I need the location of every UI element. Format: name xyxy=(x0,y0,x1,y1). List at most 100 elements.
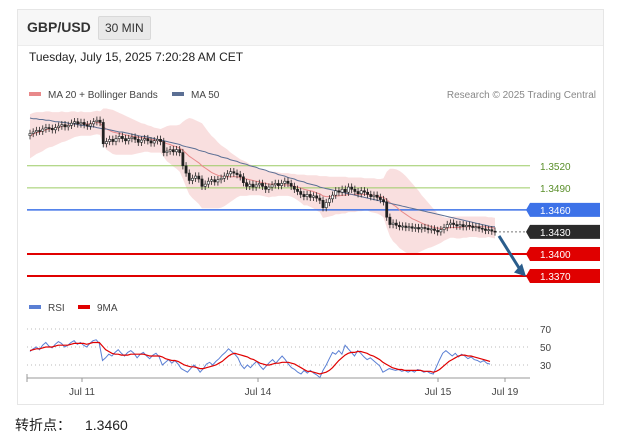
candle-body xyxy=(493,230,497,233)
candle-body xyxy=(375,194,379,198)
candle-body xyxy=(292,186,296,190)
candle-body xyxy=(318,197,322,201)
candle-body xyxy=(302,194,306,197)
level-tag-1-3370 xyxy=(526,268,600,283)
candle-body xyxy=(261,183,264,187)
candle-body xyxy=(226,173,229,177)
candle-body xyxy=(257,183,261,186)
candle-body xyxy=(449,222,452,225)
candle-body xyxy=(484,228,487,231)
candle-body xyxy=(216,179,220,183)
candle-body xyxy=(28,133,32,136)
candle-body xyxy=(238,174,242,178)
candle-body xyxy=(82,122,86,125)
candle-body xyxy=(54,127,57,131)
candle-body xyxy=(283,180,287,184)
candle-body xyxy=(203,183,207,187)
rsi-level-label-50: 50 xyxy=(540,343,552,354)
candle-body xyxy=(73,121,76,124)
legend-label-ma20: MA 20 + Bollinger Bands xyxy=(48,90,158,101)
candle-body xyxy=(152,140,156,144)
candle-body xyxy=(308,194,312,198)
candle-body xyxy=(426,227,430,230)
forecast-arrow-head xyxy=(514,263,526,277)
candle-body xyxy=(480,227,484,230)
candle-body xyxy=(315,195,319,199)
legend-label-9ma: 9MA xyxy=(97,303,118,314)
candle-body xyxy=(34,130,38,133)
candle-body xyxy=(98,119,102,123)
timeframe-button[interactable]: 30 MIN xyxy=(98,16,151,40)
candle-body xyxy=(334,190,338,196)
candle-body xyxy=(219,177,223,181)
candle-body xyxy=(388,216,392,225)
level-label-1-3370: 1.3370 xyxy=(540,272,571,283)
candle-body xyxy=(213,179,217,183)
pivot-label: 转折点： xyxy=(15,418,71,434)
candle-body xyxy=(251,183,255,188)
level-label-1-3400: 1.3400 xyxy=(540,250,571,261)
candle-body xyxy=(264,186,268,190)
candle-body xyxy=(267,186,271,190)
candle-body xyxy=(280,183,284,186)
candle-body xyxy=(477,226,481,229)
candle-body xyxy=(296,188,299,192)
candle-body xyxy=(273,183,277,186)
candle-body xyxy=(127,138,131,142)
x-tick-label: Jul 11 xyxy=(69,387,95,398)
forecast-arrow-shaft xyxy=(497,235,522,271)
candle-body xyxy=(270,184,274,188)
x-tick-label: Jul 19 xyxy=(492,387,519,398)
candle-body xyxy=(445,224,449,228)
candle-body xyxy=(423,227,427,229)
copyright-text: Research © 2025 Trading Central xyxy=(447,90,596,101)
candle-body xyxy=(232,171,236,174)
candle-body xyxy=(452,222,455,225)
candle-body xyxy=(159,139,162,142)
candle-body xyxy=(146,138,150,142)
candle-body xyxy=(168,149,172,152)
candle-body xyxy=(442,227,446,230)
candle-body xyxy=(455,224,459,227)
candle-body xyxy=(175,149,178,153)
rsi-9ma-line xyxy=(29,341,491,375)
candle-body xyxy=(474,226,478,229)
candle-body xyxy=(171,149,175,153)
candle-body xyxy=(222,175,226,179)
candle-body xyxy=(140,139,143,143)
candle-body xyxy=(241,176,245,183)
candle-body xyxy=(398,224,401,228)
candle-body xyxy=(120,136,124,139)
candle-body xyxy=(229,171,233,175)
candle-body xyxy=(394,222,398,226)
candle-body xyxy=(382,199,385,203)
candle-body xyxy=(391,222,395,225)
x-tick-label: Jul 14 xyxy=(245,387,272,398)
level-tag-1-3430 xyxy=(526,224,600,239)
candle-body xyxy=(60,124,64,127)
candle-body xyxy=(111,139,115,142)
candle-body xyxy=(378,197,382,200)
candle-body xyxy=(429,228,433,231)
candle-body xyxy=(44,127,48,130)
candle-body xyxy=(461,224,465,228)
candle-body xyxy=(324,202,328,208)
candle-body xyxy=(105,141,108,145)
symbol-title: GBP/USD xyxy=(27,19,91,35)
candle-body xyxy=(235,172,239,175)
rsi-level-label-70: 70 xyxy=(540,325,552,336)
candle-body xyxy=(359,190,363,194)
rsi-line xyxy=(29,339,491,379)
timestamp: Tuesday, July 15, 2025 7:20:28 AM CET xyxy=(29,50,244,64)
candle-body xyxy=(200,178,204,187)
candle-body xyxy=(31,131,35,134)
level-tag-1-3400 xyxy=(526,246,600,261)
candle-body xyxy=(50,128,54,131)
candle-body xyxy=(254,184,258,188)
candle-body xyxy=(194,175,198,179)
candle-body xyxy=(458,224,462,227)
candle-body xyxy=(41,128,45,132)
candle-body xyxy=(187,172,191,181)
legend-swatch-9ma xyxy=(78,305,90,309)
